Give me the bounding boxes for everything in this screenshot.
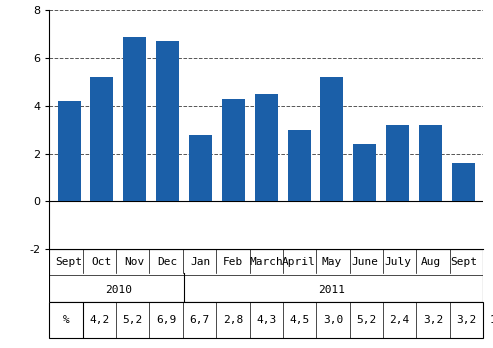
Text: Dec: Dec [157,258,178,267]
Bar [123,37,146,201]
Bar [419,125,442,201]
Bar [189,135,212,201]
Text: Feb: Feb [223,258,244,267]
Bar [320,77,344,201]
Text: 3,2: 3,2 [423,315,443,325]
Text: Nov: Nov [125,258,145,267]
Text: Sept: Sept [450,258,477,267]
Text: Oct: Oct [92,258,112,267]
Text: 3,0: 3,0 [323,315,343,325]
Text: April: April [282,258,316,267]
Bar [353,144,376,201]
Text: Sept: Sept [56,258,82,267]
Text: 2011: 2011 [318,285,346,295]
Bar [156,41,179,201]
Text: 6,7: 6,7 [189,315,210,325]
Text: 3,2: 3,2 [457,315,477,325]
Text: 2,8: 2,8 [223,315,243,325]
Text: Jan: Jan [190,258,211,267]
Text: %: % [63,315,70,325]
Text: 2010: 2010 [105,285,132,295]
Text: May: May [322,258,342,267]
Text: 4,5: 4,5 [289,315,310,325]
Bar [222,99,245,201]
Text: 1,6: 1,6 [490,315,493,325]
Text: 2,4: 2,4 [389,315,410,325]
Bar [90,77,113,201]
Text: 5,2: 5,2 [123,315,143,325]
Bar [287,130,311,201]
Text: 4,3: 4,3 [256,315,277,325]
Text: 4,2: 4,2 [89,315,109,325]
Text: 5,2: 5,2 [356,315,377,325]
Bar [452,163,475,201]
Text: July: July [384,258,411,267]
Text: Aug: Aug [421,258,441,267]
Text: June: June [352,258,378,267]
Bar [255,94,278,201]
Text: 6,9: 6,9 [156,315,176,325]
Bar [58,101,80,201]
Text: March: March [249,258,283,267]
Bar [386,125,409,201]
